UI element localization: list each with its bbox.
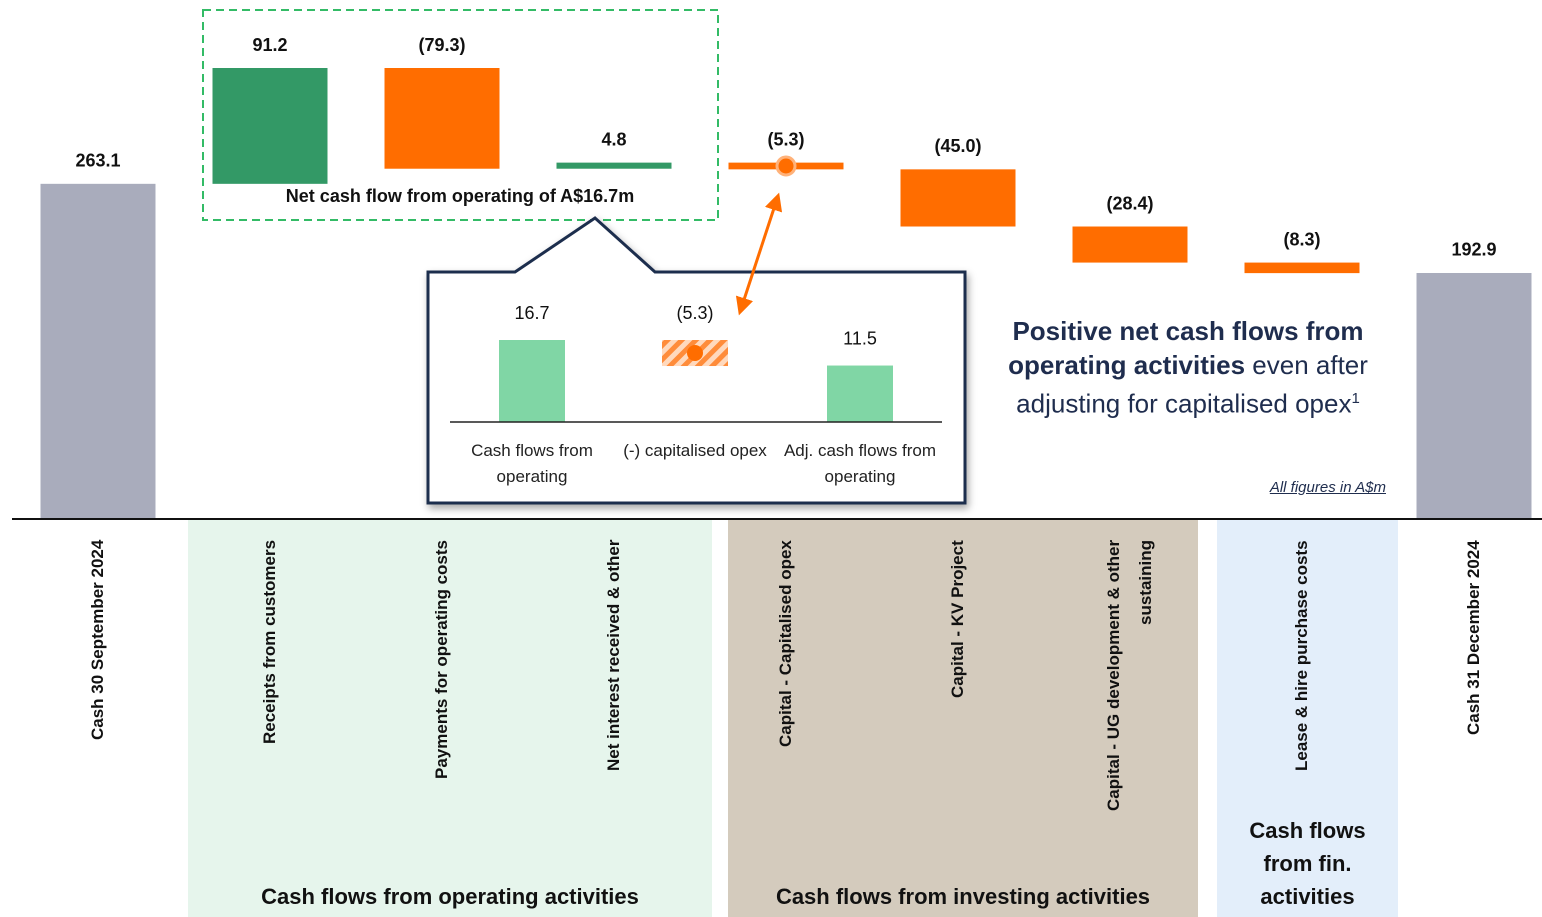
marker-dot	[687, 345, 703, 362]
annotation: Net cash flow from operating of A$16.7m	[286, 186, 634, 206]
callout: Positive net cash flows from operating a…	[978, 314, 1398, 421]
x-tick-label: Cash 31 December 2024	[1464, 540, 1483, 735]
value-label: 11.5	[843, 328, 877, 348]
x-tick-label: Capital - KV Project	[948, 540, 967, 698]
inset-category: (-) capitalised opex	[623, 441, 767, 460]
x-tick-label: Payments for operating costs	[432, 540, 451, 780]
x-tick-label: Net interest received & other	[604, 540, 623, 772]
inset-category: Adj. cash flows from operating	[783, 441, 937, 486]
bar	[212, 68, 328, 184]
value-label: 192.9	[1451, 240, 1496, 260]
bar	[1072, 226, 1188, 263]
x-tick-label: Lease & hire purchase costs	[1292, 540, 1311, 771]
bar	[1416, 272, 1532, 518]
inset-chart: 16.7 (5.3) 11.5	[499, 303, 893, 422]
group-bg: Cash flows from investing activities	[728, 520, 1198, 917]
group-bg: Cash flows from fin. activities	[1217, 520, 1398, 917]
x-tick-label: Cash 30 September 2024	[88, 540, 107, 741]
value-label: 4.8	[601, 129, 626, 149]
value-label: (28.4)	[1106, 193, 1153, 213]
annotation-box	[202, 9, 719, 221]
arrow	[735, 192, 783, 316]
bar	[827, 365, 893, 422]
value-label: (45.0)	[934, 136, 981, 156]
note: All figures in A$m	[1269, 479, 1386, 496]
value-label: (79.3)	[418, 35, 465, 55]
value-label: (5.3)	[767, 129, 804, 149]
callout-text: even after adjusting for capitalised ope…	[1016, 350, 1368, 419]
bar	[384, 68, 500, 169]
group-label: Cash flows from operating activities	[261, 884, 639, 909]
bar	[40, 183, 156, 518]
group-label: Cash flows from investing activities	[775, 884, 1151, 909]
x-tick-label: Capital - Capitalised opex	[776, 540, 795, 747]
callout-bold: Positive net cash flows from operating a…	[1008, 316, 1364, 380]
bar	[556, 162, 672, 169]
x-tick-label: Receipts from customers	[260, 540, 279, 745]
group-label: Cash flows from fin. activities	[1249, 818, 1366, 909]
bar	[1244, 262, 1360, 274]
highlight-dot	[775, 155, 797, 177]
value-label: (8.3)	[1283, 229, 1320, 249]
value-label: 91.2	[252, 35, 287, 55]
callout-sup: 1	[1351, 390, 1360, 407]
x-tick-label: Capital - UG development & other sustain…	[1104, 540, 1155, 812]
inset-category: Cash flows from operating	[471, 441, 593, 486]
bar	[900, 169, 1016, 227]
value-label: (5.3)	[676, 303, 713, 323]
group-bg: Cash flows from operating activities	[188, 520, 712, 917]
value-label: 16.7	[514, 303, 549, 323]
main-chart: 263.1 91.2 (79.3) 4.8 (5.3) (45.0) (28.4) (8.3)…	[40, 35, 1532, 518]
value-label: 263.1	[75, 151, 120, 171]
bar	[499, 340, 565, 422]
